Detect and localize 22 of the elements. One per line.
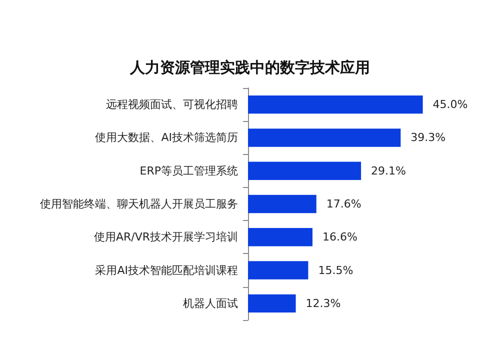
y-tick-label: 使用AR/VR技术开展学习培训: [94, 230, 238, 244]
chart-title: 人力资源管理实践中的数字技术应用: [129, 58, 370, 76]
y-tick-label: 使用大数据、AI技术筛选简历: [95, 131, 238, 144]
y-tick-label: 使用智能终端、聊天机器人开展员工服务: [40, 198, 238, 210]
data-label: 15.5%: [318, 264, 354, 277]
y-tick-label: 远程视频面试、可视化招聘: [106, 98, 238, 112]
data-label: 12.3%: [306, 296, 341, 310]
y-tick-label: ERP等员工管理系统: [140, 164, 238, 178]
bar: [248, 162, 362, 180]
data-label: 39.3%: [410, 131, 446, 144]
y-tick-label: 采用AI技术智能匹配培训课程: [95, 264, 238, 277]
bar: [248, 294, 296, 313]
bar: [248, 128, 401, 147]
data-label: 45.0%: [432, 98, 468, 112]
bar: [248, 261, 308, 280]
bar: [248, 228, 312, 246]
data-label: 17.6%: [326, 198, 362, 210]
y-tick-label: 机器人面试: [183, 296, 238, 310]
data-label: 29.1%: [371, 164, 406, 178]
bar: [248, 95, 423, 114]
bar: [248, 194, 316, 214]
data-label: 16.6%: [322, 230, 358, 244]
